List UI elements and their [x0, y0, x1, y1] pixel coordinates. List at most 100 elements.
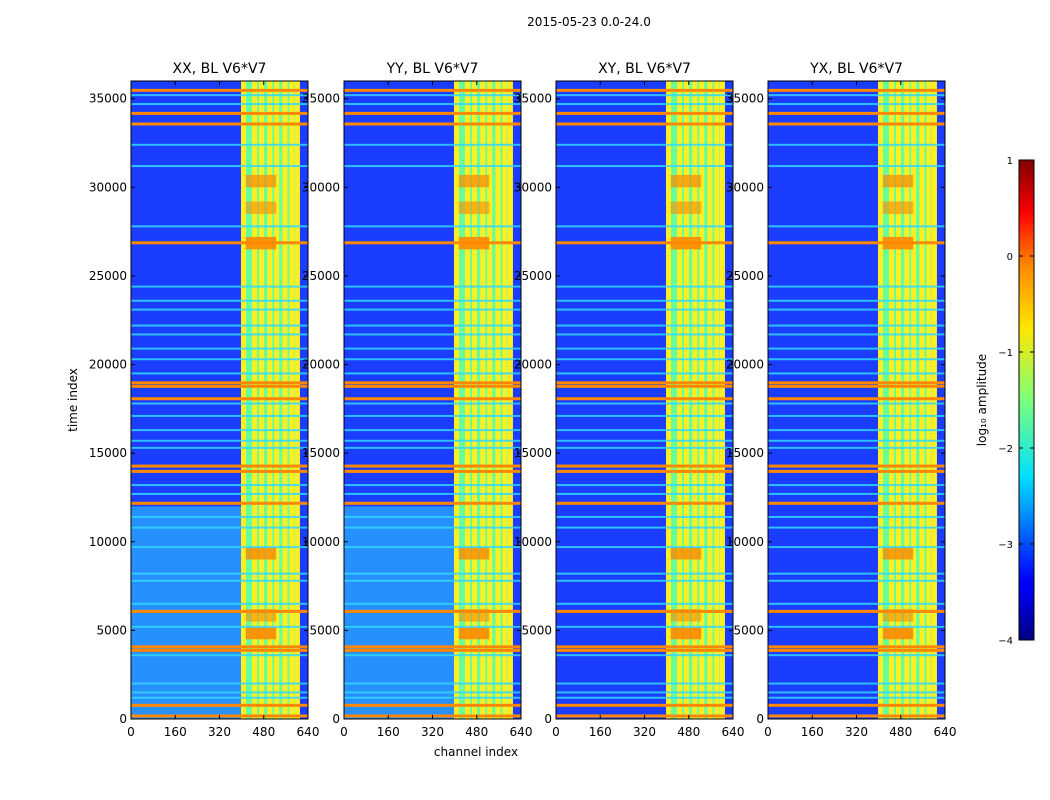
- rfi-row: [768, 165, 945, 168]
- x-tick-label: 640: [297, 725, 320, 739]
- rfi-row-strong: [556, 111, 733, 115]
- y-tick-label: 0: [332, 712, 340, 726]
- rfi-row: [768, 324, 945, 327]
- rfi-row: [131, 602, 308, 605]
- rfi-row: [556, 372, 733, 375]
- rfi-row-strong: [556, 241, 733, 245]
- colorbar: log₁₀ amplitude 1 0 −1 −2 −3 −4: [975, 156, 1035, 647]
- rfi-row: [344, 515, 521, 518]
- rfi-row-strong: [344, 609, 521, 613]
- rfi-row-strong: [131, 609, 308, 613]
- colorbar-gradient: [1018, 159, 1035, 641]
- rfi-row: [131, 484, 308, 487]
- x-tick-label: 640: [510, 725, 533, 739]
- colorbar-tick-label: −4: [998, 636, 1013, 647]
- rfi-row: [131, 682, 308, 685]
- y-tick-label: 5000: [96, 623, 127, 637]
- rfi-row: [556, 94, 733, 97]
- rfi-row-strong: [131, 122, 308, 126]
- rfi-row: [556, 691, 733, 694]
- x-tick-label: 640: [934, 725, 957, 739]
- panel-title: XY, BL V6*V7: [598, 61, 691, 77]
- panel-2: YY, BL V6*V7 0 160 320 480 640 0 5000 10000 15000…: [302, 61, 533, 739]
- rfi-row: [344, 572, 521, 575]
- rfi-row: [131, 333, 308, 336]
- band-hotspot: [245, 626, 277, 640]
- rfi-row: [768, 372, 945, 375]
- y-tick-label: 30000: [302, 180, 340, 194]
- rfi-row: [556, 165, 733, 168]
- panel-1: XX, BL V6*V7 0 160 320 480 640 0 5000 10000 15000…: [89, 61, 320, 739]
- y-tick-label: 25000: [726, 269, 764, 283]
- rfi-row-strong: [768, 381, 945, 385]
- band-hotspot: [670, 626, 702, 640]
- rfi-row: [768, 308, 945, 311]
- rfi-row-strong: [768, 703, 945, 707]
- x-tick-label: 480: [252, 725, 275, 739]
- rfi-row: [131, 439, 308, 442]
- rfi-row: [344, 347, 521, 350]
- rfi-row: [131, 654, 308, 657]
- y-tick-label: 10000: [726, 535, 764, 549]
- rfi-row: [131, 526, 308, 529]
- colorbar-tick-label: 1: [1007, 156, 1013, 167]
- rfi-row: [131, 299, 308, 302]
- rfi-row-strong: [556, 645, 733, 649]
- rfi-row: [556, 492, 733, 495]
- colorbar-tick-label: −1: [998, 348, 1013, 359]
- rfi-row: [768, 625, 945, 628]
- y-axis-label: time index: [66, 368, 80, 432]
- rfi-row: [131, 625, 308, 628]
- rfi-row-strong: [131, 88, 308, 92]
- rfi-row: [556, 299, 733, 302]
- rfi-row: [768, 696, 945, 699]
- rfi-row: [344, 143, 521, 146]
- colorbar-tick-label: 0: [1007, 252, 1013, 263]
- band-hotspot: [670, 174, 702, 188]
- x-tick-label: 160: [589, 725, 612, 739]
- x-tick-label: 640: [722, 725, 745, 739]
- colorbar-tick-label: −2: [998, 444, 1013, 455]
- y-tick-label: 35000: [302, 92, 340, 106]
- rfi-row-strong: [344, 464, 521, 468]
- rfi-row: [768, 143, 945, 146]
- rfi-row-strong: [131, 703, 308, 707]
- rfi-row-strong: [556, 122, 733, 126]
- rfi-row-strong: [768, 384, 945, 388]
- y-tick-label: 20000: [89, 358, 127, 372]
- rfi-row: [768, 484, 945, 487]
- rfi-row-strong: [556, 397, 733, 401]
- rfi-row: [768, 94, 945, 97]
- rfi-row-strong: [556, 703, 733, 707]
- rfi-row: [344, 429, 521, 432]
- y-tick-label: 5000: [309, 623, 340, 637]
- y-tick-label: 10000: [302, 535, 340, 549]
- y-tick-label: 25000: [302, 269, 340, 283]
- y-tick-label: 15000: [514, 446, 552, 460]
- rfi-row: [768, 333, 945, 336]
- rfi-row-strong: [556, 381, 733, 385]
- rfi-row: [131, 492, 308, 495]
- rfi-row: [344, 358, 521, 361]
- x-axis-label: channel index: [434, 745, 518, 759]
- rfi-row: [768, 515, 945, 518]
- y-tick-label: 5000: [521, 623, 552, 637]
- y-tick-label: 15000: [89, 446, 127, 460]
- rfi-row: [344, 691, 521, 694]
- x-tick-label: 160: [377, 725, 400, 739]
- rfi-row: [768, 299, 945, 302]
- rfi-row-strong: [131, 397, 308, 401]
- rfi-row: [131, 143, 308, 146]
- rfi-row: [556, 429, 733, 432]
- rfi-row: [556, 414, 733, 417]
- rfi-row: [556, 446, 733, 449]
- colorbar-tick-label: −3: [998, 540, 1013, 551]
- panel-title: YX, BL V6*V7: [809, 61, 903, 77]
- x-tick-label: 480: [465, 725, 488, 739]
- y-tick-label: 30000: [89, 180, 127, 194]
- x-tick-label: 0: [127, 725, 135, 739]
- rfi-row-strong: [768, 241, 945, 245]
- rfi-row: [344, 439, 521, 442]
- rfi-row: [131, 347, 308, 350]
